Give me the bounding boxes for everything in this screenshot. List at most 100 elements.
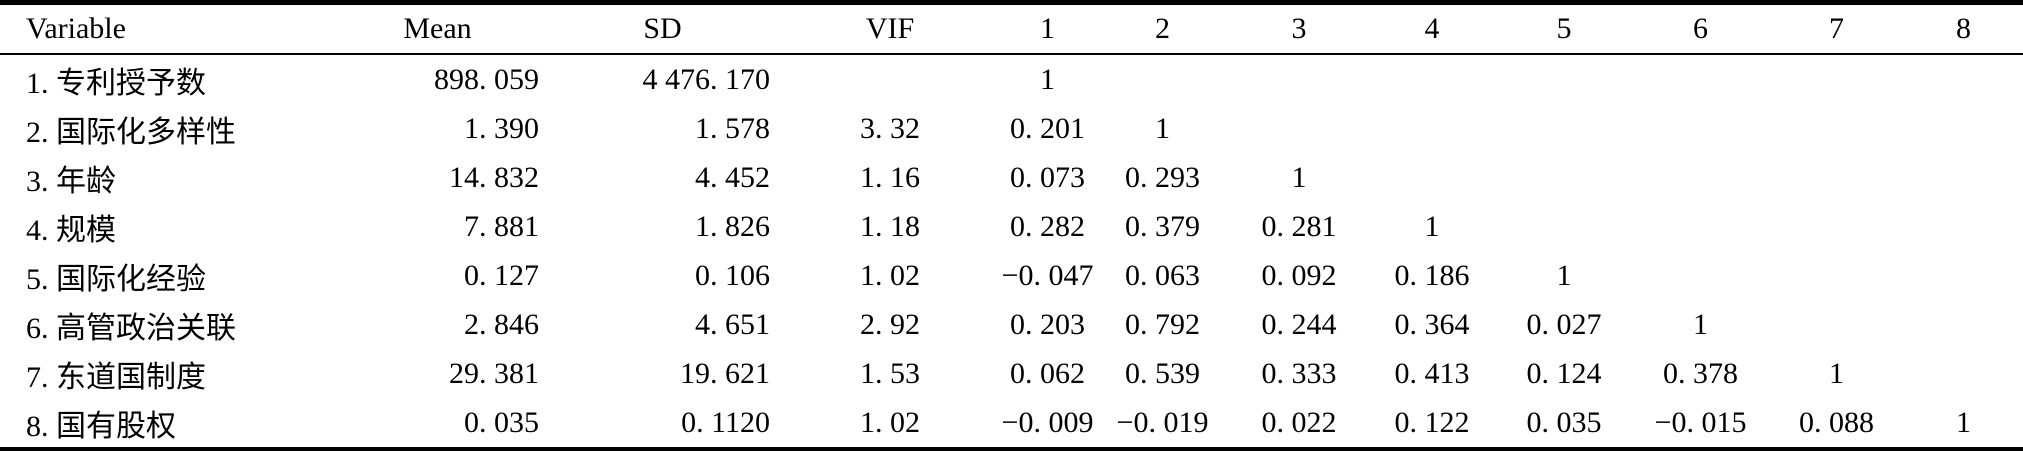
column-header-8: 8: [1904, 2, 2023, 55]
cell-corr-3: 0. 281: [1261, 209, 1337, 243]
column-header-3: 3: [1230, 2, 1368, 55]
cell-corr-8: [1904, 300, 2023, 349]
row-label: 2. 国际化多样性: [26, 115, 236, 149]
column-header-5: 5: [1496, 2, 1632, 55]
cell-corr-2: 1: [1155, 111, 1170, 145]
column-header-sd: SD: [545, 2, 780, 55]
cell-corr-3: [1230, 104, 1368, 153]
cell-corr-3: 0. 333: [1261, 356, 1337, 390]
row-label: 6. 高管政治关联: [26, 311, 236, 345]
cell-corr-7: [1769, 300, 1904, 349]
cell-corr-6: 0. 378: [1663, 356, 1738, 390]
cell-corr-8: [1904, 153, 2023, 202]
cell-corr-1: −0. 009: [1001, 405, 1094, 439]
column-header-1: 1: [1000, 2, 1095, 55]
cell-corr-4: 0. 364: [1394, 307, 1470, 341]
cell-corr-6: [1632, 104, 1769, 153]
cell-corr-7: [1769, 54, 1904, 104]
cell-sd: 19. 621: [680, 356, 770, 390]
cell-corr-2: 0. 539: [1125, 356, 1200, 390]
cell-corr-1: 0. 282: [1010, 209, 1085, 243]
table-row: 3. 年龄 14. 832 4. 452 1. 16 0. 073 0. 293 1: [0, 153, 2023, 202]
table-body: 1. 专利授予数 898. 059 4 476. 170 1 2. 国际化多样性 1. 3…: [0, 54, 2023, 450]
cell-corr-1: −0. 047: [1001, 258, 1094, 292]
cell-corr-5: [1496, 202, 1632, 251]
cell-corr-7: [1769, 104, 1904, 153]
cell-corr-2: −0. 019: [1116, 405, 1209, 439]
cell-corr-4: 0. 413: [1394, 356, 1470, 390]
cell-corr-2: 0. 379: [1125, 209, 1200, 243]
cell-corr-8: 1: [1956, 405, 1971, 439]
cell-corr-7: [1769, 202, 1904, 251]
cell-mean: 1. 390: [464, 111, 539, 145]
cell-corr-1: 1: [1040, 62, 1055, 96]
cell-corr-8: [1904, 349, 2023, 398]
cell-sd: 4. 452: [695, 160, 770, 194]
cell-vif: 1. 02: [860, 258, 920, 292]
cell-corr-5: 0. 027: [1526, 307, 1602, 341]
cell-corr-3: 0. 244: [1261, 307, 1337, 341]
table-row: 4. 规模 7. 881 1. 826 1. 18 0. 282 0. 379 0. 281…: [0, 202, 2023, 251]
cell-mean: 898. 059: [434, 62, 539, 96]
cell-corr-3: 1: [1291, 160, 1307, 194]
column-header-7: 7: [1769, 2, 1904, 55]
cell-sd: 4 476. 170: [642, 62, 771, 96]
cell-corr-8: [1904, 202, 2023, 251]
row-label: 5. 国际化经验: [26, 262, 206, 296]
cell-corr-5: [1496, 104, 1632, 153]
cell-corr-2: 0. 293: [1125, 160, 1200, 194]
table-row: 6. 高管政治关联 2. 846 4. 651 2. 92 0. 203 0. 792 0.…: [0, 300, 2023, 349]
cell-corr-6: [1632, 202, 1769, 251]
column-header-vif: VIF: [780, 2, 1000, 55]
cell-sd: 4. 651: [695, 307, 770, 341]
cell-corr-1: 0. 073: [1010, 160, 1085, 194]
row-label: 3. 年龄: [26, 164, 116, 198]
cell-sd: 0. 106: [695, 258, 770, 292]
table-row: 2. 国际化多样性 1. 390 1. 578 3. 32 0. 201 1: [0, 104, 2023, 153]
cell-mean: 7. 881: [464, 209, 539, 243]
row-label: 1. 专利授予数: [26, 66, 206, 100]
cell-corr-6: [1632, 54, 1769, 104]
cell-corr-2: [1095, 54, 1230, 104]
cell-corr-8: [1904, 251, 2023, 300]
cell-corr-4: 1: [1424, 209, 1440, 243]
cell-vif: 3. 32: [860, 111, 920, 145]
cell-corr-5: 0. 124: [1526, 356, 1602, 390]
cell-vif: 1. 53: [860, 356, 920, 390]
cell-corr-1: 0. 203: [1010, 307, 1085, 341]
column-header-6: 6: [1632, 2, 1769, 55]
cell-corr-4: [1368, 153, 1496, 202]
cell-mean: 0. 127: [464, 258, 539, 292]
row-label: 4. 规模: [26, 213, 116, 247]
row-label: 7. 东道国制度: [26, 360, 206, 394]
table-row: 5. 国际化经验 0. 127 0. 106 1. 02 −0. 047 0. 063 0.…: [0, 251, 2023, 300]
cell-mean: 2. 846: [464, 307, 539, 341]
cell-sd: 1. 578: [695, 111, 770, 145]
cell-vif: 1. 18: [860, 209, 920, 243]
row-label: 8. 国有股权: [26, 409, 176, 443]
cell-corr-4: 0. 186: [1394, 258, 1470, 292]
table-row: 8. 国有股权 0. 035 0. 1120 1. 02 −0. 009 −0. 019 0…: [0, 398, 2023, 450]
cell-corr-8: [1904, 54, 2023, 104]
cell-corr-3: 0. 092: [1261, 258, 1337, 292]
cell-corr-7: 0. 088: [1799, 405, 1874, 439]
cell-corr-7: [1769, 153, 1904, 202]
table-row: 1. 专利授予数 898. 059 4 476. 170 1: [0, 54, 2023, 104]
cell-mean: 0. 035: [464, 405, 539, 439]
cell-corr-4: [1368, 104, 1496, 153]
cell-corr-5: 0. 035: [1526, 405, 1602, 439]
cell-corr-6: 1: [1693, 307, 1708, 341]
cell-mean: 14. 832: [449, 160, 539, 194]
cell-sd: 1. 826: [695, 209, 770, 243]
table-row: 7. 东道国制度 29. 381 19. 621 1. 53 0. 062 0. 539 0…: [0, 349, 2023, 398]
column-header-mean: Mean: [330, 2, 545, 55]
cell-corr-6: [1632, 153, 1769, 202]
cell-corr-7: [1769, 251, 1904, 300]
cell-corr-2: 0. 063: [1125, 258, 1200, 292]
cell-corr-3: [1230, 54, 1368, 104]
cell-vif: 1. 02: [860, 405, 920, 439]
cell-corr-1: 0. 062: [1010, 356, 1085, 390]
cell-vif: 1. 16: [860, 160, 920, 194]
